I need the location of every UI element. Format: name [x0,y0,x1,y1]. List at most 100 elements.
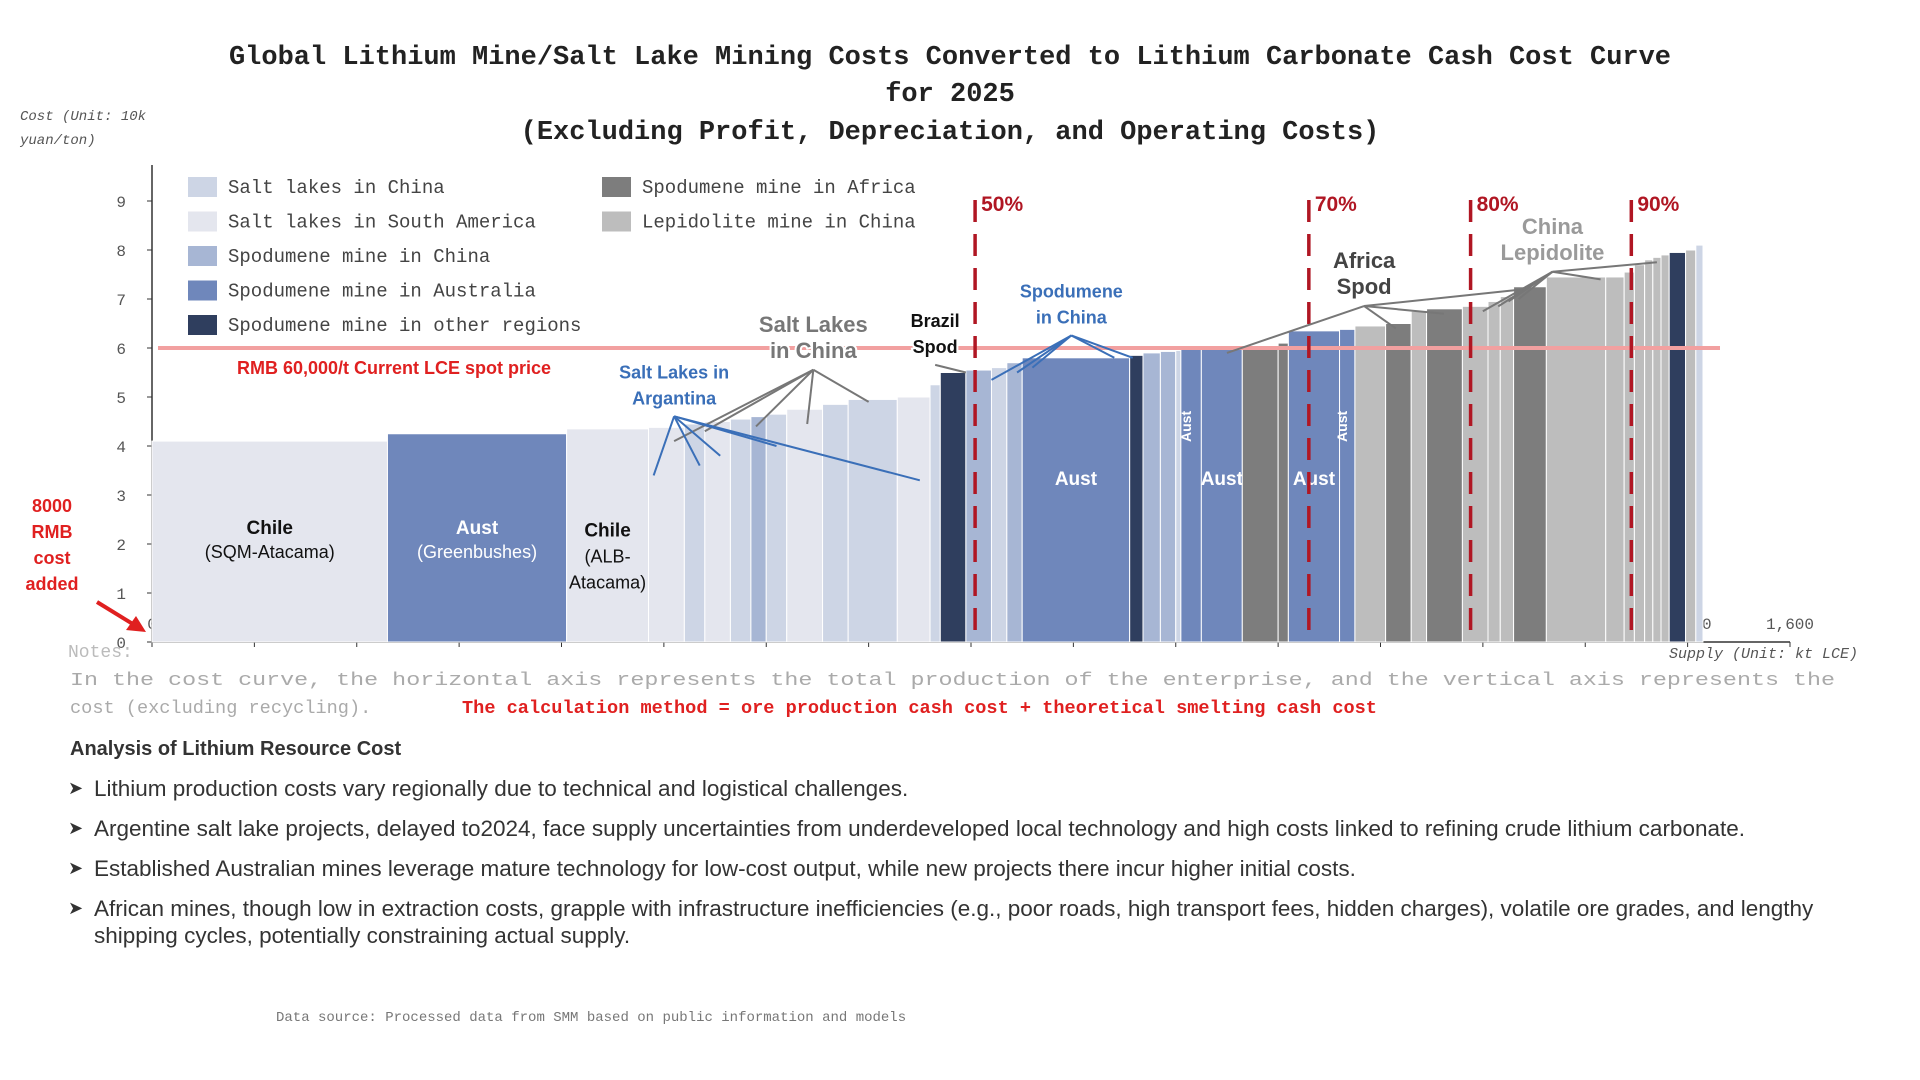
bar-label: Aust [1334,411,1350,442]
cost-bar [1685,249,1697,643]
cost-bar [386,433,568,643]
analysis-bullet-3: ➤ Established Australian mines leverage m… [68,855,1898,882]
annotation-label: in China [1036,307,1108,327]
cost-bar [1545,276,1607,643]
annotation-leader-line [1518,270,1554,300]
notes-description: In the cost curve, the horizontal axis r… [70,670,1835,691]
bar-label: Aust [1055,469,1098,490]
legend-swatch [188,246,217,266]
data-source-note: Data source: Processed data from SMM bas… [276,1010,907,1026]
cost-bar [1513,286,1547,643]
cost-bar [1461,305,1489,643]
annotation-leader-line [1016,334,1072,374]
annotation-leader-line [704,368,814,433]
cost-bar [1021,357,1131,643]
cost-bar [1180,348,1202,643]
cost-bar [896,396,931,643]
annotation-label: in China [770,338,858,363]
bar-label: Aust [456,518,499,539]
cost-bar [1241,345,1279,643]
cost-bar [1410,310,1428,643]
legend-label: Spodumene mine in China [228,246,490,268]
analysis-bullet-text: Lithium production costs vary regionally… [94,776,909,801]
cost-bar [929,384,941,643]
legend-label: Spodumene mine in other regions [228,315,581,337]
red-arrow-icon [95,600,138,628]
y-tick-label: 7 [116,292,126,310]
annotation-leader-line [806,369,815,425]
legend-label: Lepidolite mine in China [642,212,916,234]
legend-label: Salt lakes in China [228,177,445,199]
cost-bar [648,426,685,643]
annotation-leader-line [1552,261,1658,273]
annotation-leader-line [1070,334,1134,359]
cost-bar [847,398,898,643]
cost-bar [729,418,752,643]
cost-bar [822,403,849,643]
bar-sublabel: Atacama) [569,573,646,593]
cost-bar [704,421,731,643]
annotation-leader-line [1552,270,1601,281]
annotation-label: Salt Lakes in [619,362,729,382]
percentile-label: 50% [981,193,1023,216]
legend-swatch [188,280,217,301]
arrow-bullet-icon: ➤ [68,858,84,878]
annotation-leader-line [934,363,967,374]
cost-bar [151,440,388,643]
cost-bar [1605,276,1625,643]
chart-title: Global Lithium Mine/Salt Lake Mining Cos… [229,43,1671,148]
y-tick-label: 2 [116,537,126,555]
annotation-label: Brazil [911,311,960,331]
cost-bar [765,413,788,643]
cost-bar [1652,256,1662,643]
cost-bar [1426,308,1463,643]
cost-added-note: added [25,574,78,594]
bar-sublabel: (Greenbushes) [417,542,537,562]
title-line-2: for 2025 [885,80,1015,110]
arrow-bullet-icon: ➤ [68,778,84,798]
cost-bar [939,372,967,643]
cost-bar [1633,264,1646,643]
legend-label: Spodumene mine in Africa [642,177,916,199]
plot-area: 012345678901002003004005006007008009001,… [116,165,1814,653]
cost-bar [1668,251,1687,643]
annotation-leader-line [673,415,701,467]
annotation-leader-line [673,415,921,482]
analysis-bullet-text: Established Australian mines leverage ma… [94,856,1356,881]
cost-bar [1129,354,1144,643]
percentile-label: 80% [1477,193,1519,216]
legend-label: Salt lakes in South America [228,212,536,234]
cost-added-note: RMB [32,522,73,542]
cost-bar [1006,362,1023,643]
annotation-leader-line [1226,305,1365,354]
bar-label: Aust [1178,411,1194,442]
cost-bar [566,428,650,643]
x-tick-label: 1,600 [1766,616,1814,634]
annotation-leader-line [1070,334,1115,359]
annotation-label: Spod [913,337,958,357]
cost-bar [786,408,824,643]
y-tick-label: 9 [116,194,126,212]
cost-bar [1354,325,1387,643]
y-tick-label: 1 [116,586,126,604]
arrow-bullet-icon: ➤ [68,898,84,918]
annotation-leader-line [652,415,676,476]
percentile-label: 90% [1637,193,1679,216]
legend-swatch [188,177,217,197]
legend: Salt lakes in China Salt lakes in South A… [188,177,916,337]
analysis-bullet-2: ➤ Argentine salt lake projects, delayed t… [68,815,1898,842]
analysis-bullet-text: African mines, though low in extraction … [94,896,1814,948]
annotation-label: Argantina [632,388,717,408]
y-axis-label-line: Cost (Unit: 10k [20,109,147,125]
annotation-leader-line [1364,288,1524,308]
y-axis-label: Cost (Unit: 10k yuan/ton) [19,109,147,149]
cost-bar [1339,328,1356,643]
cost-bar [1660,254,1670,643]
legend-swatch [602,177,631,197]
annotation-leader-line [673,415,721,457]
cost-bar [1200,345,1243,643]
annotation-leader-line [1031,334,1072,369]
y-tick-label: 5 [116,390,126,408]
annotation-leader-line [1364,305,1445,315]
